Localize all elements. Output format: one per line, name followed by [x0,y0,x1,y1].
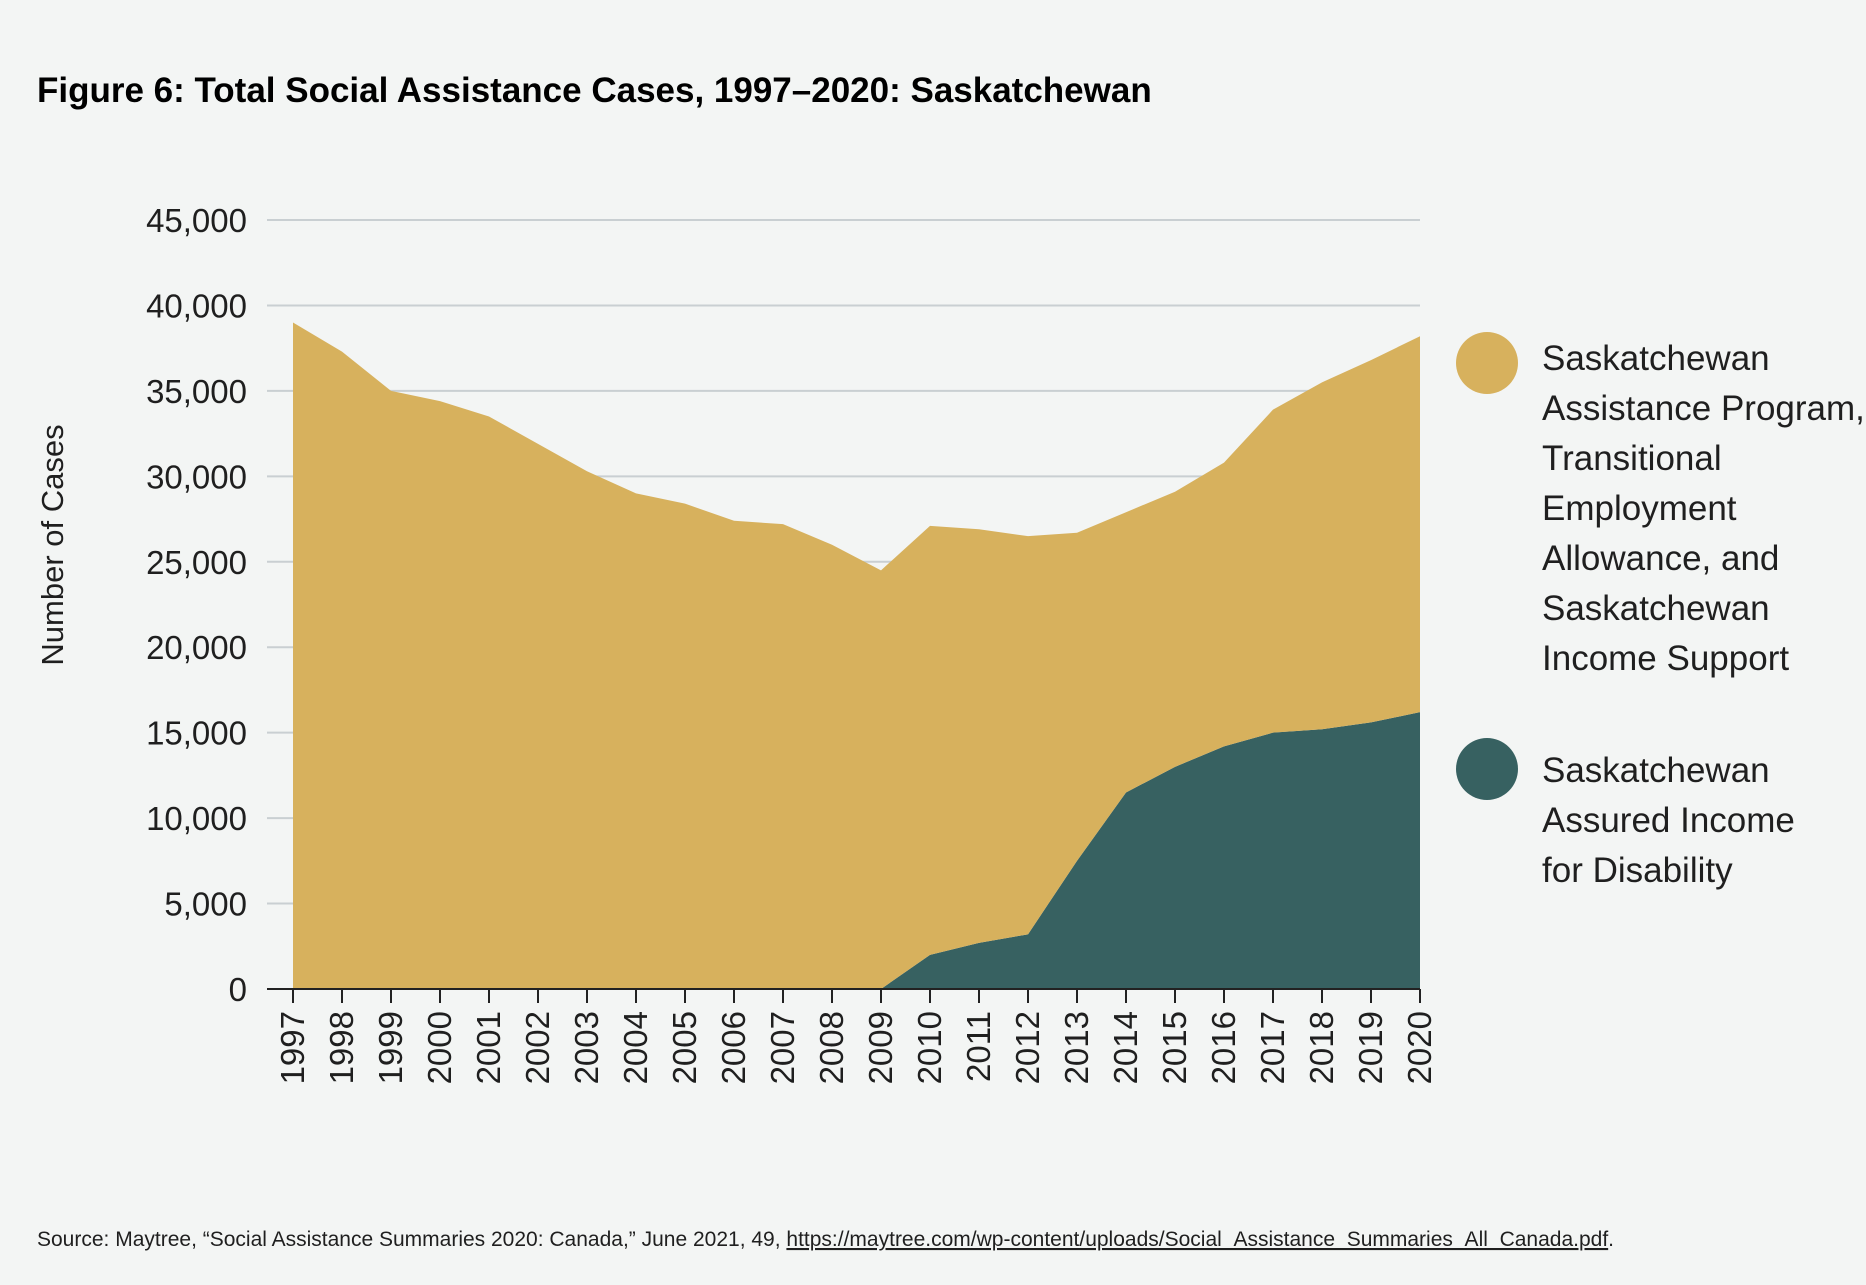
y-tick-label: 35,000 [146,373,247,410]
x-tick-label: 2006 [715,1011,752,1084]
x-tick-label: 1997 [274,1011,311,1084]
source-link[interactable]: https://maytree.com/wp-content/uploads/S… [786,1228,1608,1251]
legend-label-line: Assistance Program, [1542,389,1865,428]
legend-label-line: Saskatchewan [1542,751,1770,790]
x-tick-labels: 1997 1998 1999 2000 2001 2002 2003 2004 2005 2006… [274,1011,1438,1084]
axes [267,988,1421,1003]
x-tick-label: 2017 [1254,1011,1291,1084]
x-tick-label: 2020 [1401,1011,1438,1084]
y-axis-label: Number of Cases [35,424,70,665]
legend: Saskatchewan Assistance Program, Transitio… [1456,332,1865,890]
legend-label-line: Assured Income [1542,801,1795,840]
x-tick-label: 2019 [1352,1011,1389,1084]
y-tick-label: 40,000 [146,287,247,324]
area-series [293,322,1420,989]
y-tick-label: 5,000 [164,886,247,923]
legend-label-line: Allowance, and [1542,539,1779,578]
x-tick-label: 2009 [862,1011,899,1084]
legend-label-line: for Disability [1542,851,1733,890]
y-tick-label: 15,000 [146,715,247,752]
x-tick-label: 2002 [519,1011,556,1084]
y-tick-label: 45,000 [146,202,247,239]
x-tick-label: 2005 [666,1011,703,1084]
x-tick-label: 2016 [1205,1011,1242,1084]
x-tick-label: 2004 [617,1011,654,1084]
y-tick-label: 30,000 [146,458,247,495]
legend-assistance-program: Saskatchewan Assistance Program, Transitio… [1456,332,1865,678]
chart-title: Figure 6: Total Social Assistance Cases,… [37,71,1152,110]
y-tick-label: 10,000 [146,800,247,837]
source-note: Source: Maytree, “Social Assistance Summ… [37,1228,1614,1251]
y-tick-label: 25,000 [146,544,247,581]
legend-label: Saskatchewan Assured Income for Disability [1542,751,1795,890]
y-tick-label: 0 [229,971,247,1008]
x-tick-label: 1998 [323,1011,360,1084]
y-tick-label: 20,000 [146,629,247,666]
source-prefix: Source: Maytree, “Social Assistance Summ… [37,1228,786,1251]
legend-label-line: Employment [1542,489,1737,528]
x-tick-label: 2013 [1058,1011,1095,1084]
source-suffix: . [1608,1228,1614,1251]
x-tick-label: 2008 [813,1011,850,1084]
legend-label-line: Transitional [1542,439,1722,478]
area-assured-income-disability [293,712,1420,989]
x-tick-label: 2010 [911,1011,948,1084]
x-tick-label: 2007 [764,1011,801,1084]
x-tick-label: 2011 [960,1011,997,1082]
legend-label-line: Income Support [1542,639,1789,678]
x-tick-label: 2014 [1107,1011,1144,1084]
x-tick-label: 2018 [1303,1011,1340,1084]
x-tick-label: 2000 [421,1011,458,1084]
legend-label: Saskatchewan Assistance Program, Transitio… [1542,339,1865,678]
x-tick-label: 1999 [372,1011,409,1084]
area-assistance-program [293,322,1420,989]
x-tick-label: 2015 [1156,1011,1193,1084]
x-tick-label: 2001 [470,1011,507,1084]
x-tick-label: 2012 [1009,1011,1046,1084]
x-tick-label: 2003 [568,1011,605,1084]
legend-swatch [1456,332,1518,394]
y-tick-labels: 0 5,000 10,000 15,000 20,000 25,000 30,000 35,0… [146,202,247,1008]
legend-assured-income-disability: Saskatchewan Assured Income for Disability [1456,738,1795,890]
legend-label-line: Saskatchewan [1542,589,1770,628]
legend-swatch [1456,738,1518,800]
legend-label-line: Saskatchewan [1542,339,1770,378]
